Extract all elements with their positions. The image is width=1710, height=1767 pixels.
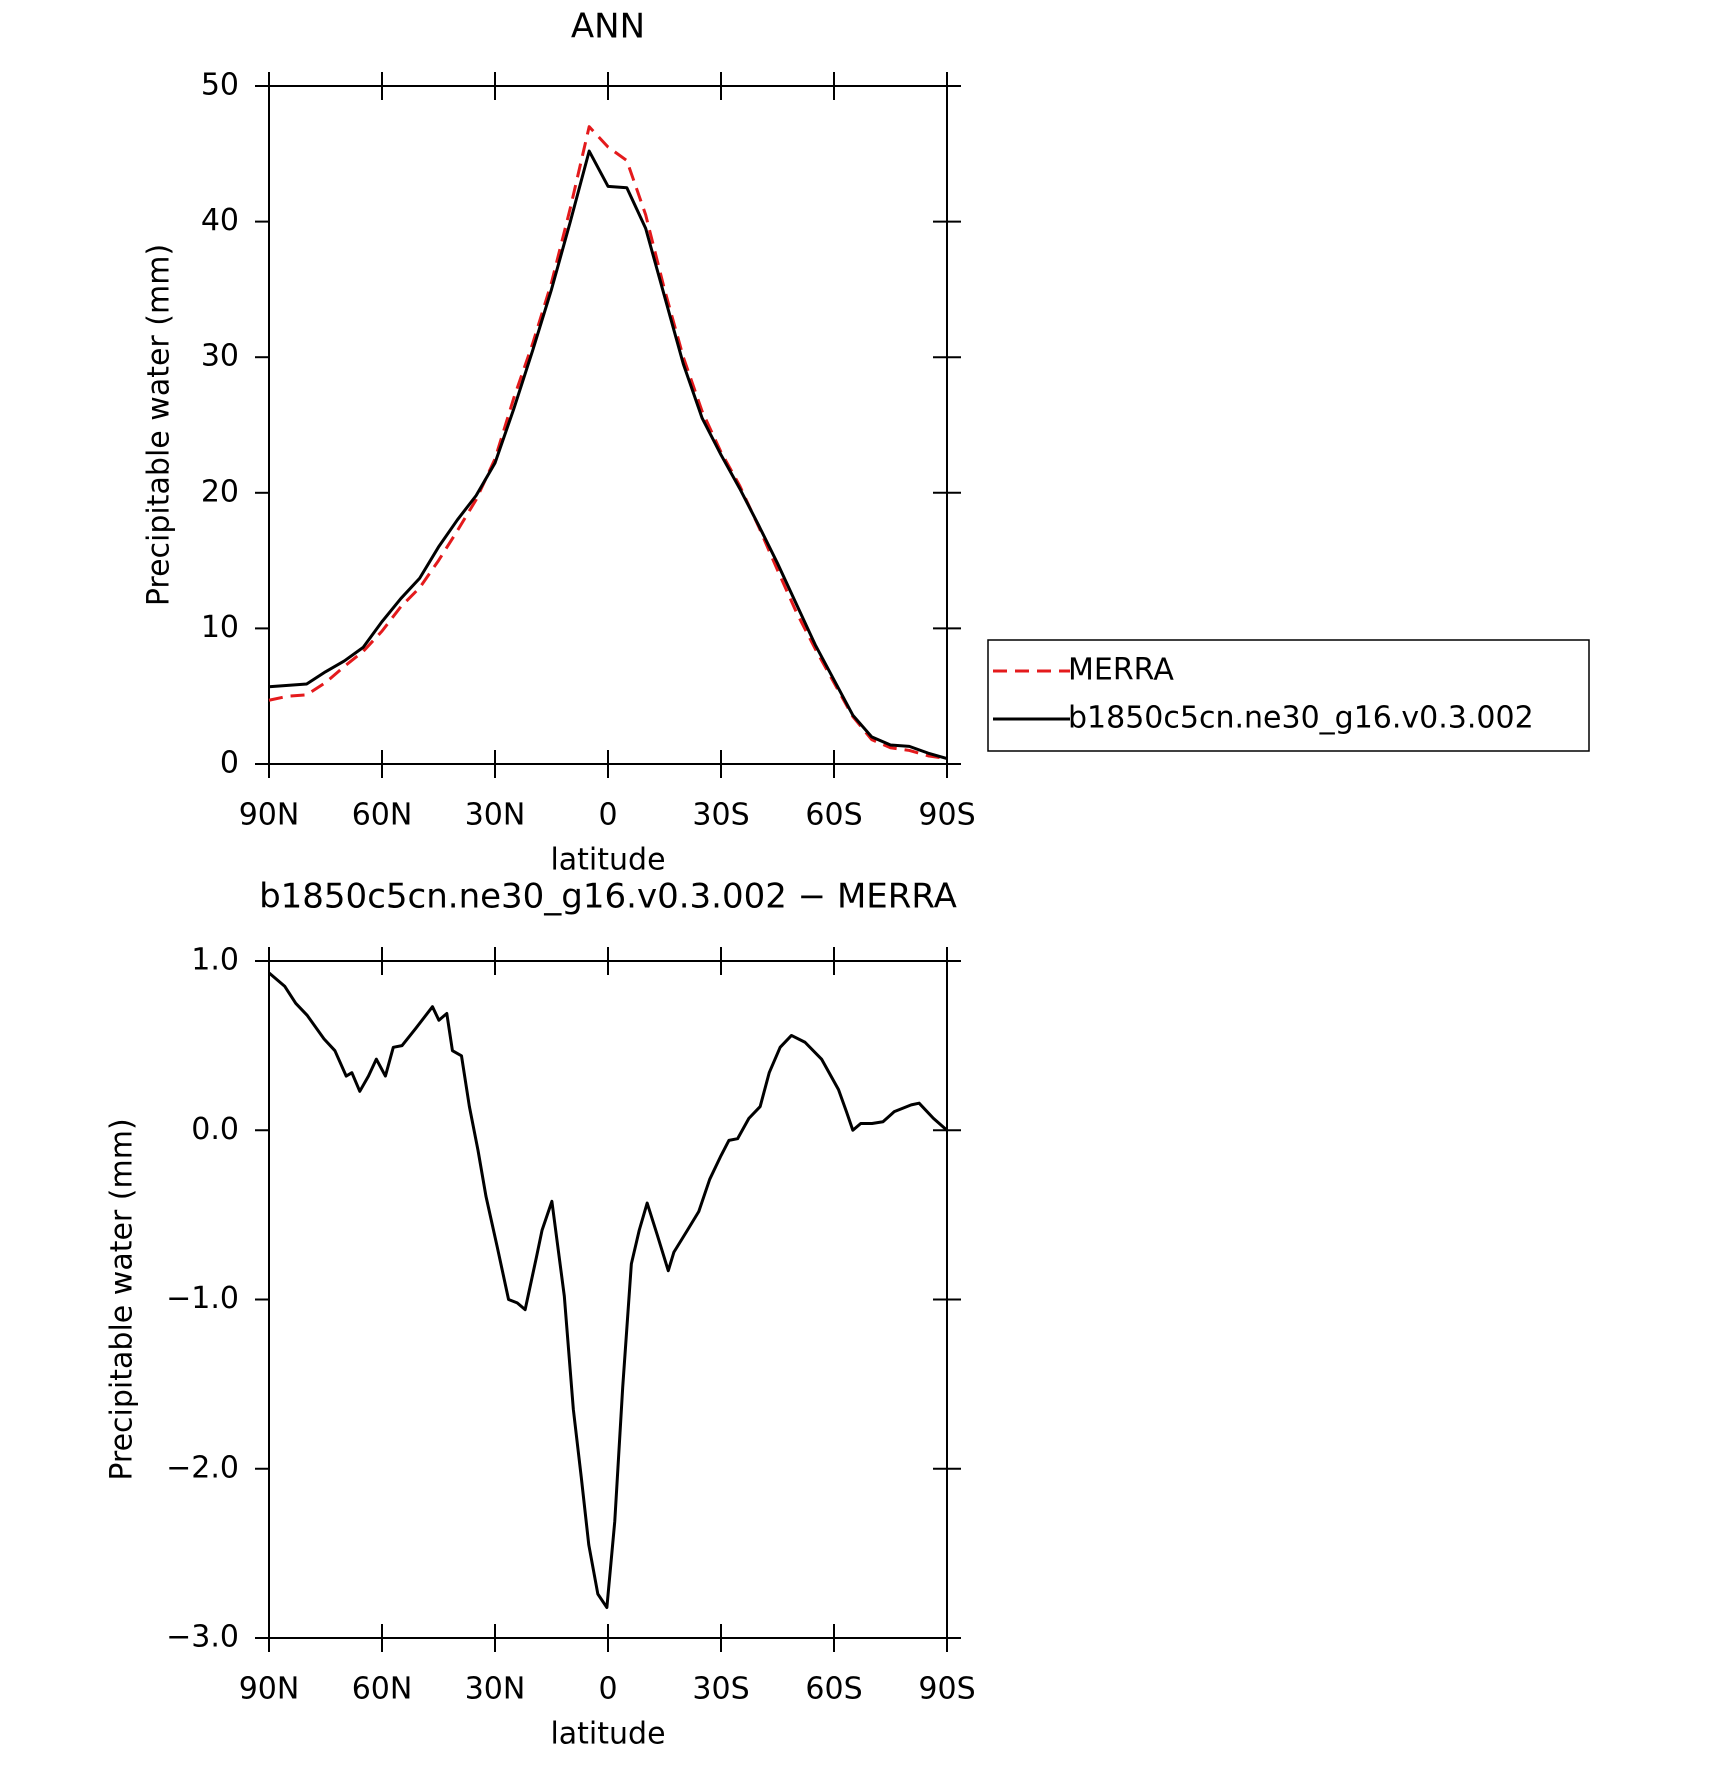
- y-tick-label: 30: [201, 339, 239, 374]
- y-tick-label: 0.0: [191, 1112, 239, 1147]
- y-tick-label: −1.0: [166, 1281, 239, 1316]
- x-tick-label: 90S: [918, 1672, 975, 1707]
- plot-frame: [268, 960, 948, 1639]
- x-tick-label: 30N: [465, 1672, 526, 1707]
- y-tick-label: −3.0: [166, 1620, 239, 1655]
- x-tick-label: 90N: [239, 1672, 300, 1707]
- y-tick-label: 40: [201, 203, 239, 238]
- x-axis-label: latitude: [550, 843, 665, 878]
- y-axis-label: Precipitable water (mm): [105, 1118, 140, 1480]
- data-line: [268, 125, 948, 761]
- x-tick-label: 60S: [805, 1672, 862, 1707]
- x-tick-label: 30S: [692, 1672, 749, 1707]
- data-line: [268, 149, 948, 761]
- x-tick-label: 90N: [239, 798, 300, 833]
- x-tick-label: 0: [598, 1672, 617, 1707]
- x-tick-label: 60N: [352, 1672, 413, 1707]
- y-tick-label: 1.0: [191, 943, 239, 978]
- x-tick-label: 30S: [692, 798, 749, 833]
- legend-label: b1850c5cn.ne30_g16.v0.3.002: [1068, 701, 1534, 736]
- legend-box: [987, 639, 1590, 752]
- x-tick-label: 0: [598, 798, 617, 833]
- x-tick-label: 60N: [352, 798, 413, 833]
- legend-label: MERRA: [1068, 653, 1174, 688]
- x-axis-label: latitude: [550, 1717, 665, 1752]
- data-line: [268, 971, 948, 1610]
- y-tick-label: −2.0: [166, 1450, 239, 1485]
- y-tick-label: 50: [201, 68, 239, 103]
- y-axis-label: Precipitable water (mm): [142, 244, 177, 606]
- x-tick-label: 60S: [805, 798, 862, 833]
- x-tick-label: 90S: [918, 798, 975, 833]
- chart-title: ANN: [571, 7, 645, 47]
- y-tick-label: 10: [201, 610, 239, 645]
- y-tick-label: 20: [201, 474, 239, 509]
- y-tick-label: 0: [220, 746, 239, 781]
- chart-title: b1850c5cn.ne30_g16.v0.3.002 − MERRA: [259, 877, 957, 917]
- x-tick-label: 30N: [465, 798, 526, 833]
